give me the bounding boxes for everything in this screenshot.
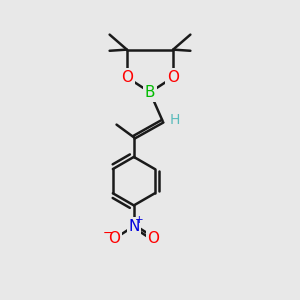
Text: O: O — [108, 231, 120, 246]
Text: −: − — [103, 227, 113, 240]
Text: O: O — [148, 231, 160, 246]
Text: N: N — [128, 219, 140, 234]
Text: B: B — [145, 85, 155, 100]
Text: +: + — [135, 215, 143, 225]
Text: H: H — [169, 113, 180, 127]
Text: O: O — [121, 70, 133, 85]
Text: O: O — [167, 70, 179, 85]
